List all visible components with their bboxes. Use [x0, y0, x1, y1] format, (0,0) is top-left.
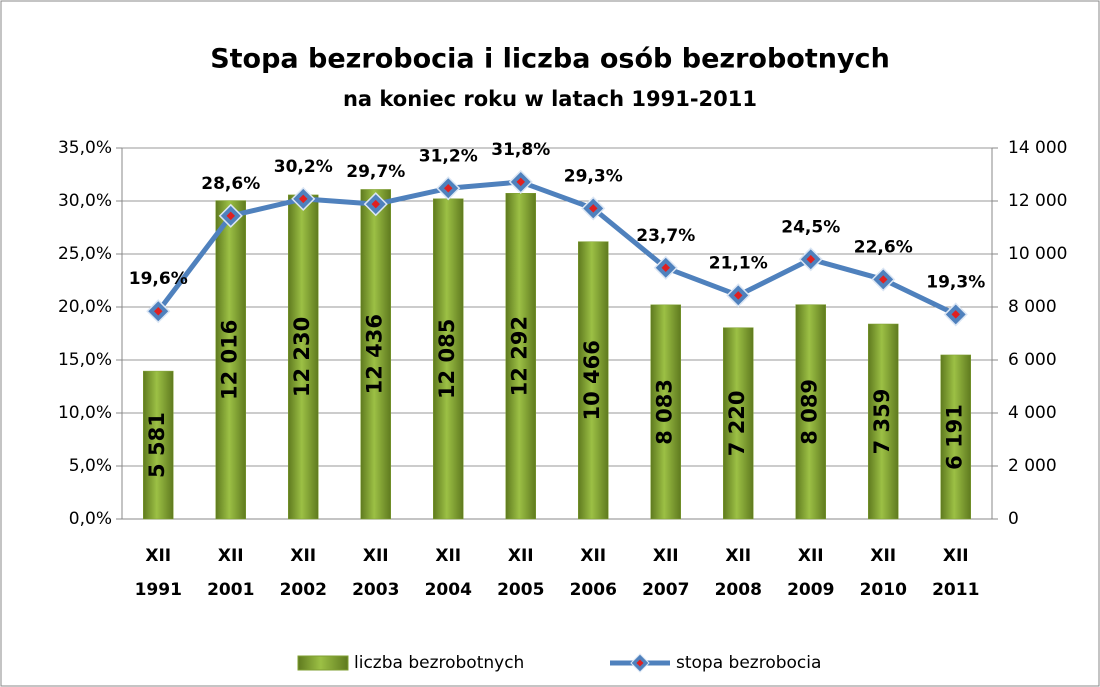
- marker-center: [661, 263, 670, 273]
- x-tick-label: XII: [218, 546, 244, 566]
- point-value-label: 28,6%: [201, 174, 260, 194]
- x-tick-label: XII: [508, 546, 534, 566]
- bar: [288, 194, 319, 520]
- y-tick-label: 20,0%: [58, 297, 112, 317]
- x-tick-label: XII: [798, 546, 824, 566]
- y2-tick-label: 4 000: [1008, 403, 1057, 423]
- y2-tick-label: 6 000: [1008, 350, 1057, 370]
- marker-center: [806, 255, 815, 264]
- point-value-label: 21,1%: [709, 253, 768, 273]
- point-value-label: 30,2%: [274, 157, 333, 177]
- x-tick-label: XII: [580, 546, 606, 566]
- y-tick-label: 10,0%: [58, 403, 112, 423]
- marker-center: [299, 194, 308, 204]
- y-tick-label: 15,0%: [58, 350, 112, 370]
- x-tick-label: 2010: [860, 580, 907, 600]
- x-tick-label: XII: [653, 546, 679, 566]
- bar-value-label: 12 016: [218, 320, 242, 400]
- marker-center: [226, 211, 235, 221]
- x-tick-label: 2001: [207, 580, 254, 600]
- bar-value-label: 5 581: [145, 412, 169, 478]
- legend-marker-center: [636, 659, 644, 667]
- x-tick-label: 2004: [425, 580, 472, 600]
- x-tick-label: XII: [725, 546, 751, 566]
- bar: [215, 200, 246, 520]
- bar: [650, 304, 681, 520]
- x-tick-label: 2011: [932, 580, 979, 600]
- x-tick-label: 1991: [135, 580, 182, 600]
- y2-tick-label: 2 000: [1008, 456, 1057, 476]
- y-tick-label: 35,0%: [58, 138, 112, 158]
- x-tick-label: XII: [290, 546, 316, 566]
- legend-label: stopa bezrobocia: [676, 653, 821, 673]
- chart-title: Stopa bezrobocia i liczba osób bezrobotn…: [210, 44, 890, 75]
- marker-center: [371, 199, 380, 209]
- x-tick-label: XII: [870, 546, 896, 566]
- bar: [868, 323, 899, 520]
- bar-value-label: 6 191: [943, 404, 967, 470]
- point-value-label: 24,5%: [781, 217, 840, 237]
- bar: [795, 304, 826, 520]
- x-tick-label: 2002: [280, 580, 327, 600]
- x-tick-label: 2009: [787, 580, 834, 600]
- x-tick-label: 2007: [642, 580, 689, 600]
- y-tick-label: 0,0%: [69, 509, 112, 529]
- y-tick-label: 25,0%: [58, 244, 112, 264]
- marker-center: [951, 310, 960, 319]
- point-value-label: 31,8%: [491, 140, 550, 160]
- x-tick-label: XII: [363, 546, 389, 566]
- marker-center: [734, 291, 743, 300]
- marker-center: [879, 275, 888, 284]
- x-tick-label: 2008: [715, 580, 762, 600]
- bar-value-label: 12 230: [290, 317, 314, 397]
- y2-tick-label: 0: [1008, 509, 1019, 529]
- legend-swatch: [297, 655, 349, 671]
- point-value-label: 23,7%: [636, 226, 695, 246]
- bar-value-label: 12 436: [363, 314, 387, 394]
- y-tick-label: 30,0%: [58, 191, 112, 211]
- y2-tick-label: 8 000: [1008, 297, 1057, 317]
- bar: [940, 354, 971, 520]
- bar-value-label: 10 466: [580, 340, 604, 420]
- point-value-label: 19,3%: [926, 272, 985, 292]
- point-value-label: 31,2%: [419, 146, 478, 166]
- bar: [433, 198, 464, 520]
- y2-tick-label: 10 000: [1008, 244, 1067, 264]
- bar: [723, 327, 754, 520]
- x-tick-label: 2005: [497, 580, 544, 600]
- y2-tick-label: 12 000: [1008, 191, 1067, 211]
- x-tick-label: 2003: [352, 580, 399, 600]
- x-tick-label: 2006: [570, 580, 617, 600]
- bar-value-label: 8 083: [653, 379, 677, 445]
- line: [156, 179, 957, 317]
- bar-value-label: 7 359: [870, 389, 894, 455]
- point-value-label: 22,6%: [854, 237, 913, 257]
- chart-subtitle: na koniec roku w latach 1991-2011: [343, 87, 757, 111]
- point-value-label: 19,6%: [129, 269, 188, 289]
- bar: [143, 370, 174, 520]
- y-tick-label: 5,0%: [69, 456, 112, 476]
- y2-tick-label: 14 000: [1008, 138, 1067, 158]
- legend-label: liczba bezrobotnych: [354, 653, 524, 673]
- bar: [360, 189, 391, 520]
- marker-center: [444, 184, 453, 193]
- marker-center: [154, 306, 163, 316]
- bar-value-label: 12 085: [435, 319, 459, 399]
- bar-value-label: 7 220: [725, 390, 749, 456]
- x-tick-label: XII: [145, 546, 171, 566]
- x-tick-label: XII: [943, 546, 969, 566]
- point-value-label: 29,7%: [346, 162, 405, 182]
- x-tick-label: XII: [435, 546, 461, 566]
- bar-value-label: 8 089: [798, 379, 822, 445]
- bar: [505, 193, 536, 520]
- bar-value-label: 12 292: [508, 316, 532, 396]
- bar: [578, 241, 609, 520]
- point-value-label: 29,3%: [564, 166, 623, 186]
